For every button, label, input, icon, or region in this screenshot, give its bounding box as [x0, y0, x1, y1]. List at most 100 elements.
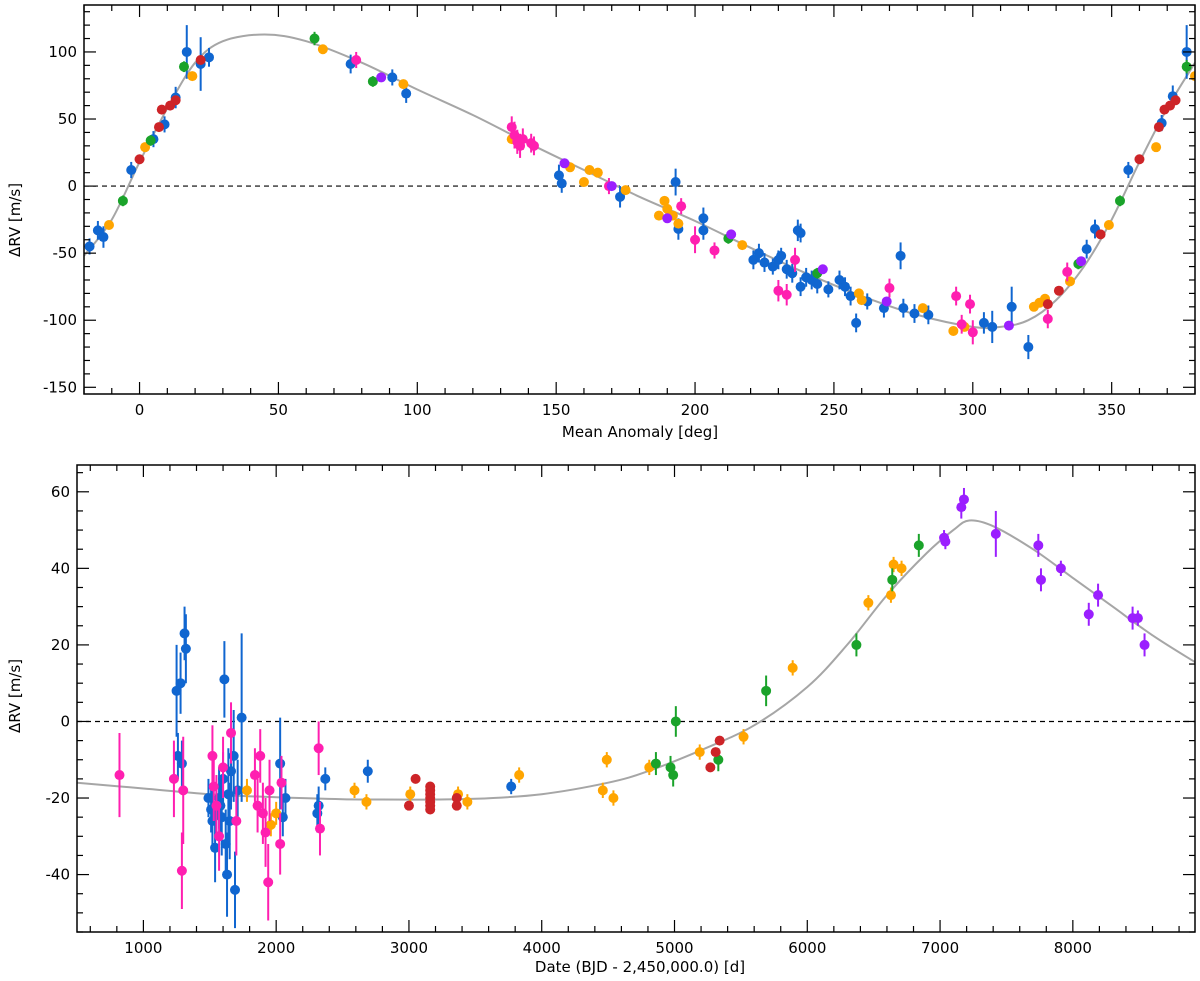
top-point-blue-11 — [387, 72, 398, 83]
bottom-point-blue-15 — [219, 674, 230, 685]
bottom-xtick-label: 1000 — [124, 939, 162, 957]
bottom-point-purple-11 — [1132, 613, 1143, 624]
top-ytick-label: 100 — [48, 43, 77, 61]
top-point-green-8 — [1115, 195, 1126, 206]
top-point-orange-18 — [856, 295, 867, 306]
top-xtick-label: 350 — [1097, 401, 1126, 419]
bottom-point-red-10 — [451, 800, 462, 811]
top-point-blue-44 — [923, 309, 934, 320]
top-point-blue-7 — [181, 46, 192, 57]
top-point-orange-8 — [584, 164, 595, 175]
bottom-point-green-2 — [668, 770, 679, 781]
top-point-purple-1 — [559, 158, 570, 169]
bottom-point-blue-32 — [506, 781, 517, 792]
bottom-point-blue-30 — [320, 773, 331, 784]
top-x-axis-label: Mean Anomaly [deg] — [562, 423, 718, 441]
bottom-point-magenta-17 — [264, 785, 275, 796]
bottom-xtick-label: 4000 — [523, 939, 561, 957]
bottom-point-red-8 — [425, 804, 436, 815]
top-ytick-label: -100 — [43, 311, 77, 329]
bottom-point-magenta-19 — [276, 777, 287, 788]
bottom-ytick-label: 20 — [51, 636, 70, 654]
top-point-orange-3 — [317, 44, 328, 55]
bottom-point-magenta-3 — [178, 785, 189, 796]
top-point-purple-3 — [662, 213, 673, 224]
top-point-blue-19 — [698, 225, 709, 236]
top-point-orange-15 — [673, 218, 684, 229]
bottom-point-orange-14 — [738, 731, 749, 742]
top-point-magenta-12 — [773, 285, 784, 296]
top-point-blue-46 — [987, 321, 998, 332]
top-point-blue-15 — [615, 191, 626, 202]
bottom-point-blue-9 — [210, 842, 221, 853]
top-point-green-1 — [145, 135, 156, 146]
top-point-red-9 — [1134, 154, 1145, 165]
bottom-frame — [76, 464, 1196, 933]
bottom-point-orange-1 — [265, 819, 276, 830]
top-point-magenta-7 — [528, 140, 539, 151]
bottom-point-magenta-16 — [263, 877, 274, 888]
top-point-green-3 — [309, 33, 320, 44]
top-point-orange-4 — [398, 79, 409, 90]
top-point-blue-48 — [1023, 342, 1034, 353]
bottom-xtick-label: 5000 — [655, 939, 693, 957]
top-ytick-label: 0 — [67, 177, 77, 195]
bottom-point-green-4 — [713, 754, 724, 765]
top-point-blue-16 — [670, 177, 681, 188]
bottom-plot-area — [77, 487, 1195, 929]
top-point-blue-35 — [834, 274, 845, 285]
bottom-point-red-13 — [714, 735, 725, 746]
bottom-point-orange-4 — [361, 796, 372, 807]
top-point-blue-14 — [556, 178, 567, 189]
top-point-red-2 — [156, 104, 167, 115]
top-point-orange-20 — [948, 325, 959, 336]
top-point-blue-12 — [401, 88, 412, 99]
bottom-xtick-label: 8000 — [1054, 939, 1092, 957]
bottom-point-blue-23 — [232, 785, 243, 796]
top-point-green-2 — [178, 61, 189, 72]
bottom-point-blue-0 — [171, 685, 182, 696]
top-ytick-label: -150 — [43, 378, 77, 396]
top-ticks — [83, 5, 1196, 394]
top-point-magenta-11 — [709, 245, 720, 256]
top-point-magenta-21 — [1062, 266, 1073, 277]
bottom-point-magenta-21 — [314, 823, 325, 834]
bottom-point-magenta-12 — [252, 800, 263, 811]
bottom-panel-date: Date (BJD - 2,450,000.0) [d] ΔRV [m/s] 1… — [6, 464, 1196, 976]
top-point-blue-21 — [753, 248, 764, 259]
bottom-point-magenta-15 — [260, 827, 271, 838]
bottom-point-blue-24 — [236, 712, 247, 723]
top-point-blue-9 — [203, 52, 214, 63]
top-point-blue-43 — [909, 308, 920, 319]
top-point-magenta-16 — [951, 291, 962, 302]
top-point-green-9 — [1181, 61, 1192, 72]
top-point-blue-22 — [759, 257, 770, 268]
top-point-magenta-14 — [790, 254, 801, 265]
bottom-point-orange-7 — [462, 796, 473, 807]
top-point-red-5 — [195, 54, 206, 65]
top-point-magenta-20 — [1042, 313, 1053, 324]
bottom-point-purple-1 — [940, 536, 951, 547]
bottom-point-magenta-4 — [207, 750, 218, 761]
bottom-point-green-7 — [887, 574, 898, 585]
bottom-xtick-label: 6000 — [788, 939, 826, 957]
bottom-point-orange-9 — [597, 785, 608, 796]
top-point-green-0 — [117, 195, 128, 206]
bottom-point-orange-8 — [514, 770, 525, 781]
top-xtick-label: 0 — [135, 401, 145, 419]
top-point-red-6 — [1042, 299, 1053, 310]
bottom-point-purple-12 — [1139, 639, 1150, 650]
bottom-point-magenta-18 — [275, 838, 286, 849]
bottom-point-orange-3 — [349, 785, 360, 796]
bottom-ticks — [77, 465, 1195, 933]
top-point-red-13 — [1170, 95, 1181, 106]
bottom-point-orange-2 — [271, 808, 282, 819]
bottom-point-orange-13 — [694, 747, 705, 758]
bottom-y-axis-label: ΔRV [m/s] — [6, 659, 24, 733]
bottom-point-purple-9 — [1093, 590, 1104, 601]
bottom-point-orange-5 — [405, 789, 416, 800]
top-point-blue-18 — [698, 213, 709, 224]
top-point-orange-1 — [140, 142, 151, 153]
bottom-ytick-label: 0 — [60, 712, 70, 730]
top-point-magenta-17 — [956, 319, 967, 330]
